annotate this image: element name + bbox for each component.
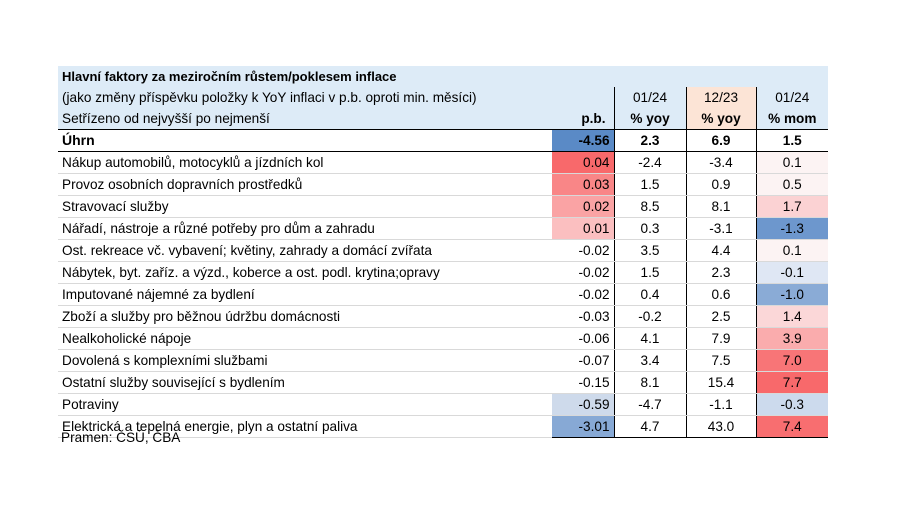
col-pb-header: p.b. (552, 108, 614, 130)
row-v2: 7.5 (685, 349, 756, 372)
table-subtitle: (jako změny příspěvku položky k YoY infl… (58, 87, 552, 108)
col-3-unit: % mom (755, 108, 828, 130)
total-v2: 6.9 (685, 129, 756, 152)
row-label: Nábytek, byt. zaříz. a výzd., koberce a … (58, 261, 552, 284)
row-v3: -0.1 (755, 261, 828, 284)
row-v1: 4.7 (613, 415, 686, 438)
total-row: Úhrn -4.56 2.3 6.9 1.5 (58, 129, 828, 152)
total-pb: -4.56 (552, 129, 614, 152)
row-v2: 4.4 (685, 239, 756, 262)
row-v2: 7.9 (685, 327, 756, 350)
row-v2: -1.1 (685, 393, 756, 416)
row-v3: 7.4 (755, 415, 828, 438)
row-v2: 0.6 (685, 283, 756, 306)
row-v3: 1.7 (755, 195, 828, 218)
col-1-unit: % yoy (613, 108, 686, 130)
row-v1: 3.4 (613, 349, 686, 372)
row-label: Zboží a služby pro běžnou údržbu domácno… (58, 305, 552, 328)
row-label: Provoz osobních dopravních prostředků (58, 173, 552, 196)
row-label: Elektrická a tepelná energie, plyn a ost… (58, 415, 552, 438)
table-row: Nákup automobilů, motocyklů a jízdních k… (58, 151, 828, 174)
total-v3: 1.5 (755, 129, 828, 152)
row-label: Ost. rekreace vč. vybavení; květiny, zah… (58, 239, 552, 262)
row-v1: 4.1 (613, 327, 686, 350)
table-row: Stravovací služby 0.02 8.5 8.1 1.7 (58, 195, 828, 218)
col-2-period: 12/23 (685, 87, 756, 108)
row-v3: 1.4 (755, 305, 828, 328)
row-pb: -0.02 (552, 261, 614, 284)
sort-note: Setřízeno od nejvyšší po nejmenší (58, 108, 552, 130)
row-v3: 0.1 (755, 151, 828, 174)
row-v2: 2.5 (685, 305, 756, 328)
header-row-title: Hlavní faktory za meziročním růstem/pokl… (58, 66, 828, 87)
total-label: Úhrn (58, 129, 552, 152)
col-1-period: 01/24 (613, 87, 686, 108)
row-v1: 0.4 (613, 283, 686, 306)
row-label: Nealkoholické nápoje (58, 327, 552, 350)
row-pb: -0.15 (552, 371, 614, 394)
row-label: Nářadí, nástroje a různé potřeby pro dům… (58, 217, 552, 240)
row-v1: -0.2 (613, 305, 686, 328)
table-row: Nábytek, byt. zaříz. a výzd., koberce a … (58, 261, 828, 284)
table-row: Zboží a služby pro běžnou údržbu domácno… (58, 305, 828, 328)
row-v2: 0.9 (685, 173, 756, 196)
row-v3: -0.3 (755, 393, 828, 416)
row-pb: -0.06 (552, 327, 614, 350)
row-v3: 7.7 (755, 371, 828, 394)
row-pb: -0.02 (552, 283, 614, 306)
row-v3: 0.1 (755, 239, 828, 262)
row-label: Dovolená s komplexními službami (58, 349, 552, 372)
col-2-unit: % yoy (685, 108, 756, 130)
row-pb: -0.59 (552, 393, 614, 416)
row-v2: 2.3 (685, 261, 756, 284)
row-v1: 8.5 (613, 195, 686, 218)
row-v3: -1.3 (755, 217, 828, 240)
table-row: Elektrická a tepelná energie, plyn a ost… (58, 415, 828, 438)
table-row: Ostatní služby související s bydlením -0.… (58, 371, 828, 394)
row-pb: 0.03 (552, 173, 614, 196)
total-v1: 2.3 (613, 129, 686, 152)
row-v3: 0.5 (755, 173, 828, 196)
table-title: Hlavní faktory za meziročním růstem/pokl… (58, 66, 828, 87)
row-v2: 8.1 (685, 195, 756, 218)
row-v1: 1.5 (613, 173, 686, 196)
row-v1: 0.3 (613, 217, 686, 240)
row-label: Potraviny (58, 393, 552, 416)
inflation-factors-table: Hlavní faktory za meziročním růstem/pokl… (58, 66, 828, 438)
row-pb: -0.02 (552, 239, 614, 262)
row-label: Imputované nájemné za bydlení (58, 283, 552, 306)
table-row: Potraviny -0.59 -4.7 -1.1 -0.3 (58, 393, 828, 416)
row-v1: 8.1 (613, 371, 686, 394)
row-pb: -3.01 (552, 415, 614, 438)
table-row: Provoz osobních dopravních prostředků 0.0… (58, 173, 828, 196)
row-v1: -4.7 (613, 393, 686, 416)
row-v3: 7.0 (755, 349, 828, 372)
row-label: Nákup automobilů, motocyklů a jízdních k… (58, 151, 552, 174)
row-v2: 15.4 (685, 371, 756, 394)
row-v2: -3.1 (685, 217, 756, 240)
source-note: Pramen: ČSÚ, ČBA (61, 430, 181, 445)
row-v2: -3.4 (685, 151, 756, 174)
row-v3: -1.0 (755, 283, 828, 306)
row-label: Stravovací služby (58, 195, 552, 218)
col-3-period: 01/24 (755, 87, 828, 108)
row-pb: 0.01 (552, 217, 614, 240)
row-v1: 1.5 (613, 261, 686, 284)
row-pb: 0.02 (552, 195, 614, 218)
table-row: Dovolená s komplexními službami -0.07 3.4 7… (58, 349, 828, 372)
row-v2: 43.0 (685, 415, 756, 438)
row-label: Ostatní služby související s bydlením (58, 371, 552, 394)
row-pb: -0.07 (552, 349, 614, 372)
row-pb: -0.03 (552, 305, 614, 328)
table-row: Imputované nájemné za bydlení -0.02 0.4 0.6… (58, 283, 828, 306)
row-v1: -2.4 (613, 151, 686, 174)
row-v1: 3.5 (613, 239, 686, 262)
row-v3: 3.9 (755, 327, 828, 350)
row-pb: 0.04 (552, 151, 614, 174)
table-row: Ost. rekreace vč. vybavení; květiny, zah… (58, 239, 828, 262)
table-row: Nářadí, nástroje a různé potřeby pro dům… (58, 217, 828, 240)
table-row: Nealkoholické nápoje -0.06 4.1 7.9 3.9 (58, 327, 828, 350)
header-row-units: Setřízeno od nejvyšší po nejmenší p.b. %… (58, 108, 828, 130)
header-row-periods: (jako změny příspěvku položky k YoY infl… (58, 87, 828, 108)
